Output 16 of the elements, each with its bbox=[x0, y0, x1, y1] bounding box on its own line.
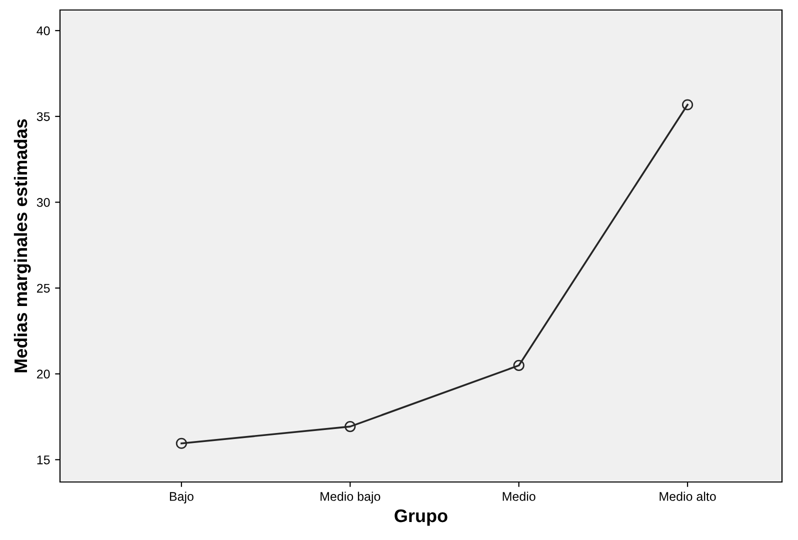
y-tick-label: 30 bbox=[36, 198, 50, 207]
x-axis-title: Grupo bbox=[394, 509, 448, 526]
x-tick-label: Medio bbox=[502, 492, 536, 501]
point bbox=[513, 360, 524, 372]
y-tick-label: 20 bbox=[37, 370, 50, 379]
y-axis-title: Medias marginales estimadas bbox=[14, 119, 31, 372]
x-tick-label: Medio bajo bbox=[320, 492, 380, 504]
x-tick-label: Bajo bbox=[170, 492, 194, 504]
y-tick-label: 40 bbox=[36, 26, 50, 36]
x-tick-label: Medio alto bbox=[660, 492, 716, 501]
point bbox=[176, 438, 188, 449]
point bbox=[344, 421, 356, 432]
y-tick-label: 15 bbox=[37, 456, 50, 464]
y-tick-label: 25 bbox=[37, 284, 50, 293]
y-tick-label: 35 bbox=[36, 112, 50, 122]
point bbox=[682, 99, 694, 110]
